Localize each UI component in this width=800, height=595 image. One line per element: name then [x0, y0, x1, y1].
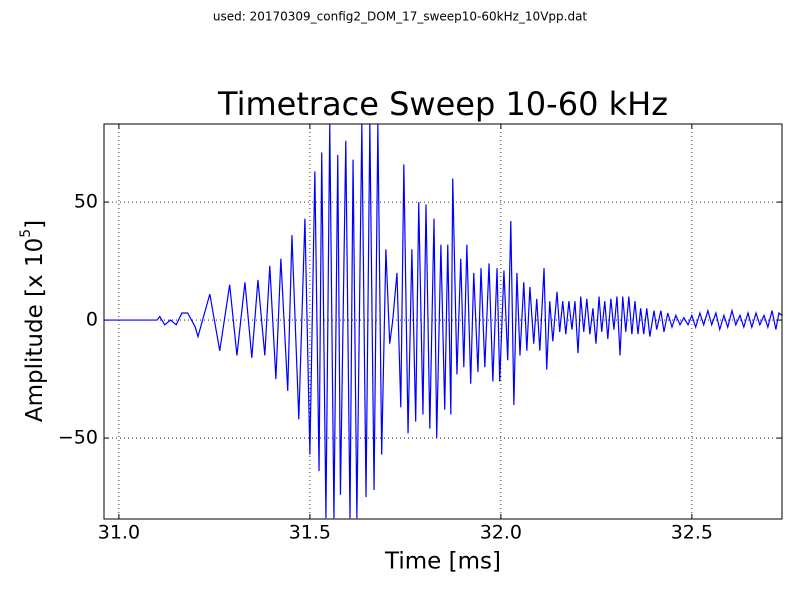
y-axis-label-text: Amplitude [x 10	[22, 238, 48, 422]
y-tick-label: 0	[86, 309, 98, 331]
x-tick-label: 31.5	[289, 522, 331, 544]
x-axis-label: Time [ms]	[384, 549, 501, 575]
x-tick-label: 31.0	[98, 522, 140, 544]
x-tick-label: 32.5	[671, 522, 713, 544]
y-axis-label: Amplitude [x 105]	[18, 220, 48, 422]
chart-subtitle: used: 20170309_config2_DOM_17_sweep10-60…	[213, 10, 588, 24]
chart-title: Timetrace Sweep 10-60 kHz	[217, 85, 668, 123]
y-tick-label: −50	[58, 427, 98, 449]
y-tick-label: 50	[74, 191, 98, 213]
data-line	[104, 124, 782, 519]
x-tick-label: 32.0	[480, 522, 522, 544]
plot-frame	[103, 123, 783, 520]
y-axis-label-end: ]	[22, 220, 48, 229]
y-axis-label-exponent: 5	[18, 229, 34, 238]
